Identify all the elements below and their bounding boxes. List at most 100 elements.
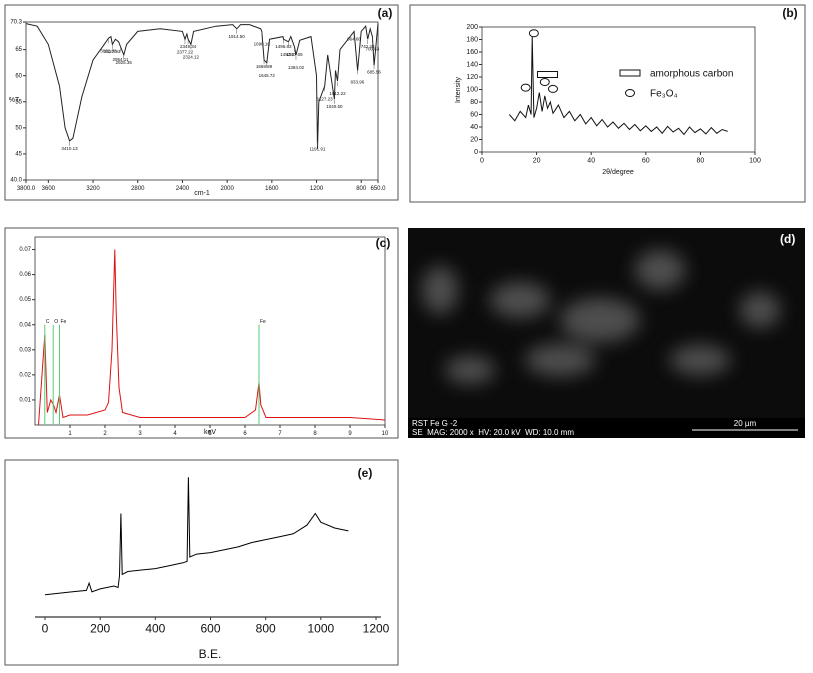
x-tick-label: 40 [587,158,595,165]
x-tick-label: 4 [173,431,177,437]
peak-label: 3410.13 [61,146,78,151]
panel-frame [4,459,399,666]
x-tick-label: 800 [256,622,276,636]
panel-label: (e) [358,466,373,480]
peak-marker [528,29,539,38]
peak-label: 700.63 [365,47,379,52]
x-tick-label: 650.0 [370,186,386,192]
x-tick-label: 10 [382,431,389,437]
peak-label: 1914.50 [229,34,246,39]
peak-label: 1496.83 [275,44,292,49]
y-tick-label: 50 [15,125,22,131]
x-tick-label: 3 [138,431,142,437]
x-tick-label: 2000 [220,186,234,192]
legend-label: amorphous carbon [650,69,733,80]
x-tick-label: 1600 [265,186,279,192]
panel-frame [4,227,399,439]
x-axis-label: 2θ/degree [602,169,634,176]
y-tick-label: 60 [470,111,478,118]
x-tick-label: 400 [145,622,165,636]
y-tick-label: 0.07 [19,247,31,253]
y-tick-label: 40 [470,124,478,131]
x-tick-label: 1200 [310,186,324,192]
y-tick-label: 0.03 [19,347,31,353]
peak-label: 3027.93 [104,49,121,54]
panel-label: (d) [780,232,795,246]
peak-label: 864.68 [347,37,361,42]
panel-label: (a) [378,6,393,20]
x-tick-label: 2400 [176,186,190,192]
peak-label: 685.56 [367,69,381,74]
x-tick-label: 20 [533,158,541,165]
peak-label: 2349.34 [180,44,197,49]
x-tick-label: 8 [313,431,317,437]
peak-label: 1384.02 [288,65,305,70]
plot-frame [25,21,379,181]
peak-label: 2324.12 [183,55,200,60]
y-tick-label: 100 [466,86,478,93]
x-tick-label: 2800 [131,186,145,192]
scale-bar-label: 20 µm [734,419,757,428]
y-tick-label: 0.04 [19,322,31,328]
y-tick-label: 160 [466,49,478,56]
spectrum-line [508,36,728,136]
x-tick-label: 9 [348,431,352,437]
x-tick-label: 5 [208,431,212,437]
spectrum-line [25,23,379,149]
peak-label: 1012.22 [329,91,346,96]
element-label: Fe [260,319,266,325]
peak-marker [537,71,559,78]
x-tick-label: 200 [90,622,110,636]
peak-label: 3062.38 [100,48,117,53]
x-tick-label: 1000 [307,622,334,636]
sem-details: SE MAG: 2000 x HV: 20.0 kV WD: 10.0 mm [412,428,574,437]
y-tick-label: 0.02 [19,372,31,378]
y-tick-label: 20 [470,136,478,143]
peak-label: 833.96 [351,80,365,85]
peak-label: 1669.89 [256,64,273,69]
x-tick-label: 0 [42,622,49,636]
y-tick-label: 0.05 [19,297,31,303]
element-label: O [54,319,58,325]
y-tick-label: 0.01 [19,398,31,404]
element-label: C [46,319,50,325]
x-tick-label: 3800.0 [17,186,36,192]
panel-label: (c) [376,236,391,250]
x-tick-label: 1200 [363,622,390,636]
peak-label: 2377.22 [177,49,194,54]
peak-label: 1040.50 [326,104,343,109]
spectrum-line [44,477,349,596]
x-tick-label: 3200 [86,186,100,192]
peak-label: 1127.23 [317,96,333,101]
y-tick-label: 120 [466,74,478,81]
y-tick-label: 70.3 [10,20,22,26]
y-tick-label: 0 [474,149,478,156]
legend-symbol [619,69,641,77]
peak-label: 742.28 [361,44,375,49]
y-tick-label: 55 [15,99,22,105]
element-label: Fe [61,319,67,325]
panel-frame [409,4,806,203]
panel-frame [4,4,399,201]
y-tick-label: 45 [15,152,22,158]
y-tick-label: 0.06 [19,272,31,278]
y-tick-label: 80 [470,99,478,106]
sem-sample: RST Fe G -2 [412,419,458,428]
peak-label: 1645.72 [259,73,276,78]
sem-image: (d) RST Fe G -2 SE MAG: 2000 x HV: 20.0 … [408,228,805,438]
peak-label: 1452.27 [280,52,297,57]
x-tick-label: 7 [278,431,282,437]
peak-label: 1397.06 [286,52,303,57]
y-tick-label: 65 [15,47,22,53]
panel-label: (b) [782,6,797,20]
y-axis-label: %T [9,97,20,104]
peak-marker [547,84,558,93]
x-tick-label: 600 [200,622,220,636]
x-tick-label: 1 [68,431,72,437]
peak-marker [539,78,550,86]
peak-label: 2925.36 [116,60,133,65]
y-tick-label: 40.0 [10,178,22,184]
y-tick-label: 180 [466,36,478,43]
x-axis-label: keV [204,429,216,436]
